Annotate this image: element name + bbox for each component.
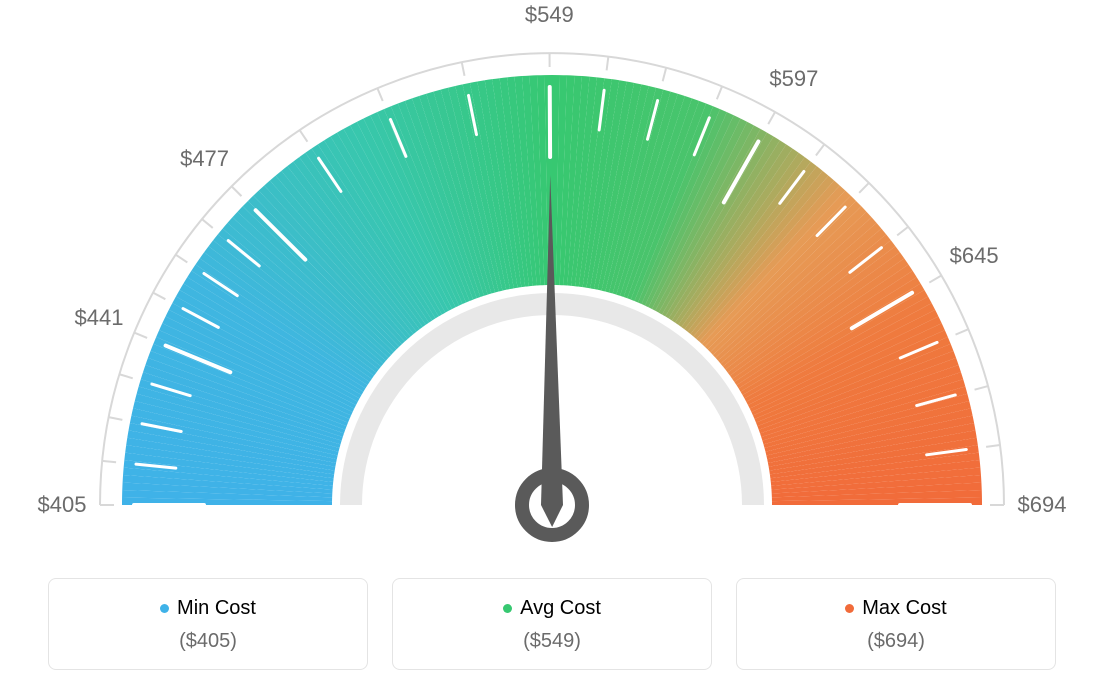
legend-label: Min Cost xyxy=(177,597,256,620)
legend-title-avg: Avg Cost xyxy=(503,597,601,620)
legend-value-min: ($405) xyxy=(59,630,357,653)
cost-gauge-widget: $405 $441 $477 $549 $597 $645 $694 Min Cost ($… xyxy=(0,0,1104,690)
gauge-tick-label: $441 xyxy=(75,305,124,331)
gauge-chart: $405 $441 $477 $549 $597 $645 $694 xyxy=(0,0,1104,560)
dot-icon xyxy=(503,604,512,613)
gauge-tick-label: $477 xyxy=(180,146,229,172)
legend-label: Max Cost xyxy=(862,597,946,620)
gauge-tick-label: $597 xyxy=(769,66,818,92)
gauge-svg xyxy=(0,0,1104,560)
legend-label: Avg Cost xyxy=(520,597,601,620)
dot-icon xyxy=(845,604,854,613)
gauge-tick-label: $694 xyxy=(1018,492,1067,518)
gauge-tick-label: $645 xyxy=(950,243,999,269)
legend-card-min: Min Cost ($405) xyxy=(48,578,368,670)
legend-title-max: Max Cost xyxy=(845,597,946,620)
dot-icon xyxy=(160,604,169,613)
legend-value-max: ($694) xyxy=(747,630,1045,653)
gauge-tick-label: $405 xyxy=(38,492,87,518)
legend-card-avg: Avg Cost ($549) xyxy=(392,578,712,670)
legend-card-max: Max Cost ($694) xyxy=(736,578,1056,670)
legend-title-min: Min Cost xyxy=(160,597,256,620)
legend-row: Min Cost ($405) Avg Cost ($549) Max Cost… xyxy=(0,578,1104,670)
gauge-tick-label: $549 xyxy=(525,2,574,28)
legend-value-avg: ($549) xyxy=(403,630,701,653)
